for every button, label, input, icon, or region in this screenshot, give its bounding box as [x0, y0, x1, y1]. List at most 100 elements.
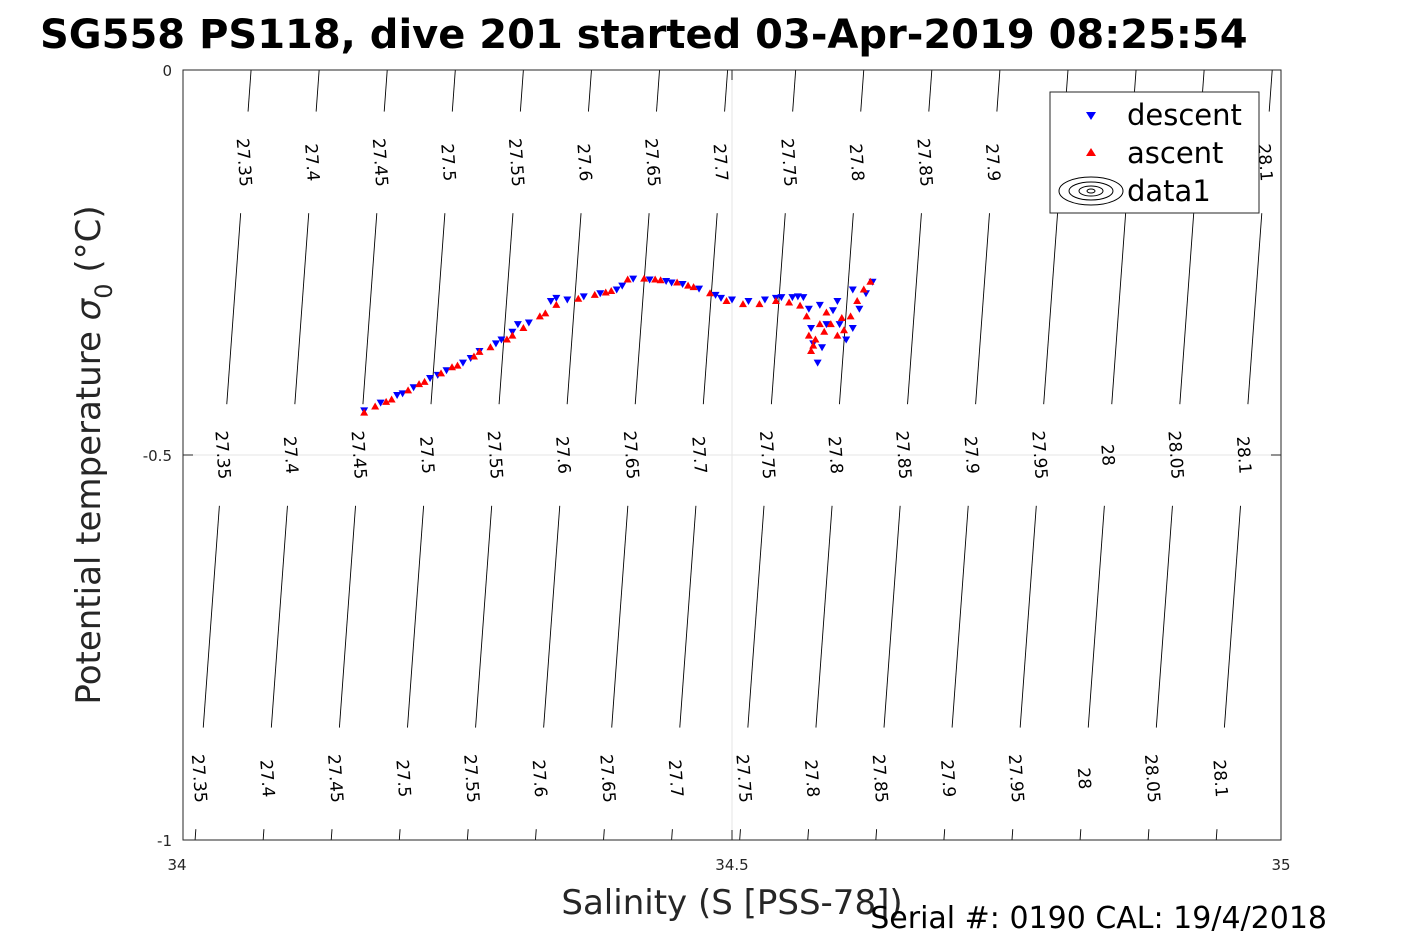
ascent-point: [502, 335, 511, 343]
isopycnal-label-group: 28: [1073, 767, 1095, 790]
ascent-point: [590, 290, 599, 298]
isopycnal-label: 27.75: [731, 753, 754, 803]
isopycnal-label: 27.85: [868, 753, 891, 803]
isopycnal-label: 28.1: [1232, 435, 1255, 474]
ascent-point: [360, 408, 369, 416]
isopycnal-label: 27.55: [459, 753, 482, 803]
isopycnal-label: 27.4: [300, 143, 323, 182]
x-tick-label: 35: [1271, 856, 1290, 874]
isopycnal-line: [671, 829, 673, 841]
isopycnal-line: [996, 69, 1001, 112]
isopycnal-line: [679, 505, 697, 728]
isopycnal-label: 27.75: [776, 137, 799, 187]
isopycnal-label: 27.95: [1004, 753, 1027, 803]
descent-point: [822, 321, 831, 329]
descent-point: [728, 296, 736, 304]
ascent-point: [541, 309, 550, 317]
ascent-point: [387, 395, 396, 403]
ascent-point: [809, 341, 818, 349]
isopycnal-label: 27.5: [391, 759, 414, 798]
ascent-point: [815, 320, 824, 328]
legend-data1-label: data1: [1127, 174, 1211, 208]
isopycnal-line: [315, 69, 320, 112]
isopycnal-label-group: 28.05: [1140, 753, 1163, 803]
descent-point: [835, 321, 844, 329]
isopycnal-line: [634, 213, 650, 405]
isopycnal-line: [466, 829, 469, 841]
ascent-point: [404, 386, 413, 394]
isopycnal-label: 28.05: [1140, 753, 1163, 803]
ascent-point: [722, 297, 731, 304]
x-tick-label: 34.5: [715, 856, 748, 874]
isopycnal-line: [1223, 505, 1241, 728]
descent-point: [596, 290, 605, 298]
ascent-point: [640, 274, 649, 282]
isopycnal-label-group: 27.85: [891, 430, 914, 480]
legend-data1-contour-icon: [1058, 176, 1124, 206]
legend: descent ascent data1: [1049, 91, 1260, 214]
descent-point: [546, 298, 555, 305]
chart-title: SG558 PS118, dive 201 started 03-Apr-201…: [40, 12, 1248, 58]
isopycnal-label-group: 27.9: [981, 143, 1004, 182]
ascent-point: [519, 323, 528, 331]
isopycnal-label-group: 27.45: [368, 137, 391, 187]
y-tick-label: 0: [162, 62, 172, 80]
isopycnal-label: 28: [1096, 444, 1118, 467]
y-axis-label-unit: (°C): [69, 205, 109, 283]
isopycnal-line: [407, 505, 425, 728]
isopycnal-line: [975, 213, 990, 405]
isopycnal-line: [202, 505, 220, 728]
ascent-point: [755, 300, 764, 308]
isopycnal-line: [543, 505, 561, 728]
descent-point: [618, 282, 627, 290]
isopycnal-label-group: 27.95: [1004, 753, 1027, 803]
descent-point: [524, 319, 533, 327]
isopycnal-label-group: 27.6: [528, 759, 551, 798]
isopycnal-line: [1111, 213, 1127, 405]
isopycnal-line: [1268, 69, 1273, 112]
descent-point: [813, 359, 822, 367]
isopycnal-line: [383, 69, 388, 112]
descent-point: [426, 375, 435, 382]
isopycnal-label-group: 27.75: [731, 753, 754, 803]
isopycnal-label-group: 28: [1096, 444, 1118, 467]
ascent-point: [448, 363, 457, 371]
isopycnal-label-group: 27.75: [755, 430, 778, 480]
legend-ascent-label: ascent: [1127, 136, 1223, 170]
isopycnal-line: [951, 505, 969, 728]
ascent-point: [866, 277, 875, 285]
isopycnal-line: [519, 69, 524, 112]
y-tick-label: -1: [157, 832, 172, 850]
descent-point: [777, 294, 786, 302]
isopycnal-line: [875, 829, 878, 841]
ascent-point: [846, 312, 855, 320]
ascent-point: [535, 312, 544, 320]
descent-point: [667, 279, 676, 287]
isopycnal-label: 27.45: [368, 137, 391, 187]
isopycnal-label-group: 27.9: [960, 435, 983, 474]
isopycnal-label-group: 27.7: [709, 143, 732, 182]
isopycnal-line: [883, 505, 901, 728]
x-tick-label: 34: [167, 856, 186, 874]
isopycnal-label: 27.6: [551, 435, 574, 474]
ascent-point: [684, 281, 693, 289]
isopycnal-line: [1011, 829, 1014, 841]
isopycnal-label-group: 27.5: [436, 143, 459, 182]
descent-point: [793, 293, 802, 301]
descent-point: [513, 321, 522, 329]
descent-point: [645, 276, 654, 284]
x-axis-label: Salinity (S [PSS-78]): [561, 883, 902, 923]
isopycnal-line: [860, 69, 865, 112]
ascent-point: [706, 289, 715, 297]
isopycnal-line: [398, 829, 401, 841]
isopycnal-line: [270, 505, 288, 728]
isopycnal-line: [611, 505, 629, 728]
descent-point: [788, 294, 797, 302]
ascent-point: [475, 347, 484, 355]
ascent-point: [469, 352, 478, 360]
isopycnal-label: 27.4: [255, 759, 278, 798]
ascent-point: [853, 297, 862, 304]
isopycnal-label-group: 27.4: [300, 143, 323, 182]
descent-point: [612, 286, 621, 294]
isopycnal-label-group: 27.9: [936, 759, 959, 798]
